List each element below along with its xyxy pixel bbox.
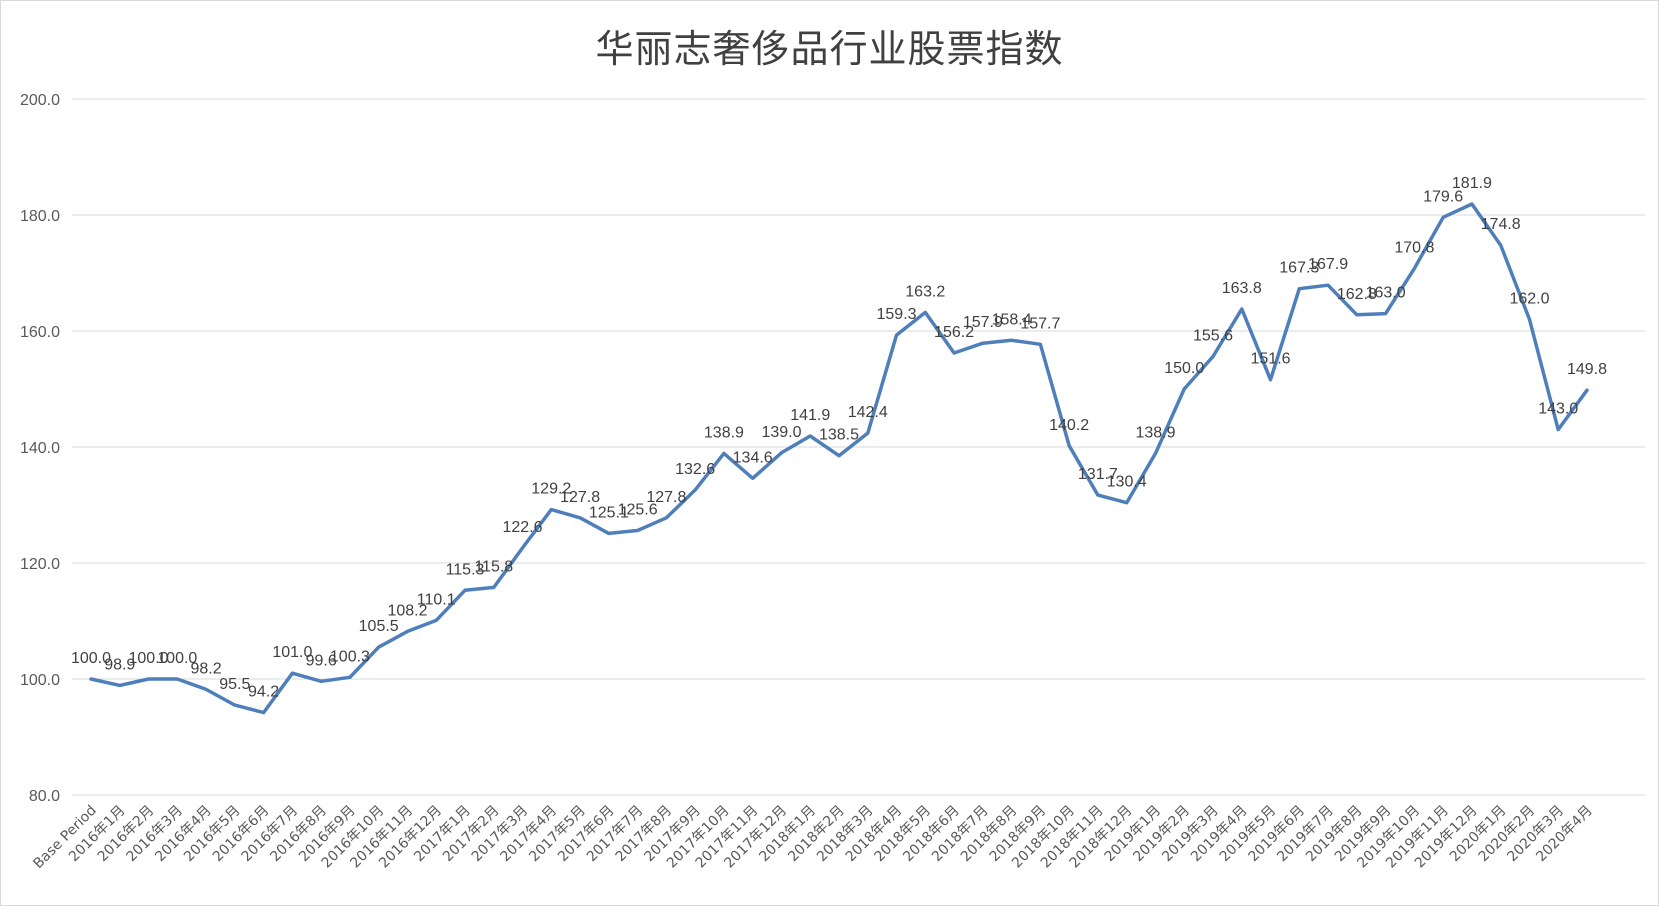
data-label: 105.5	[359, 618, 399, 635]
data-label: 98.2	[191, 660, 222, 677]
series-line	[89, 202, 1589, 715]
data-label: 100.0	[71, 650, 111, 667]
series-line-group	[89, 202, 1589, 715]
data-label: 141.9	[790, 407, 830, 424]
data-label: 142.4	[848, 404, 888, 421]
data-label: 127.8	[560, 489, 600, 506]
data-label: 167.3	[1279, 260, 1319, 277]
data-label: 149.8	[1567, 361, 1607, 378]
y-tick-label: 80.0	[29, 788, 60, 805]
y-tick-label: 180.0	[20, 208, 60, 225]
y-tick-label: 160.0	[20, 324, 60, 341]
data-label: 140.2	[1049, 417, 1089, 434]
y-tick-label: 140.0	[20, 440, 60, 457]
data-label: 101.0	[272, 644, 312, 661]
data-label: 151.6	[1251, 351, 1291, 368]
data-label: 157.7	[1020, 315, 1060, 332]
data-label: 108.2	[387, 602, 427, 619]
y-tick-label: 100.0	[20, 672, 60, 689]
data-label: 179.6	[1423, 188, 1463, 205]
data-label: 125.6	[618, 502, 658, 519]
x-axis: Base Period2016年1月2016年2月2016年3月2016年4月2…	[30, 803, 1595, 872]
data-label: 129.2	[531, 481, 571, 498]
data-label: 150.0	[1164, 360, 1204, 377]
data-label: 127.8	[646, 489, 686, 506]
data-label: 163.0	[1366, 285, 1406, 302]
data-label: 156.2	[934, 324, 974, 341]
data-label: 134.6	[733, 449, 773, 466]
y-tick-label: 120.0	[20, 556, 60, 573]
data-label: 115.8	[474, 558, 513, 575]
data-label: 138.9	[1135, 424, 1175, 441]
data-label: 138.9	[704, 424, 744, 441]
y-axis: 80.0 100.0 120.0 140.0 160.0 180.0 200.0	[20, 92, 60, 805]
data-label: 157.9	[963, 314, 1003, 331]
data-label: 163.8	[1222, 280, 1262, 297]
data-label: 122.6	[503, 519, 543, 536]
data-labels: 100.098.9100.0100.098.295.594.2101.099.6…	[71, 175, 1607, 701]
gridlines	[72, 98, 1645, 796]
data-label: 155.6	[1193, 328, 1233, 345]
data-label: 99.6	[306, 652, 337, 669]
data-label: 163.2	[905, 283, 945, 300]
data-label: 174.8	[1481, 216, 1521, 233]
data-label: 162.0	[1509, 290, 1549, 307]
data-label: 131.7	[1078, 466, 1118, 483]
data-label: 125.1	[589, 504, 629, 521]
chart-title: 华丽志奢侈品行业股票指数	[595, 27, 1064, 71]
data-label: 110.1	[417, 591, 456, 608]
data-label: 170.8	[1394, 239, 1434, 256]
data-label: 167.9	[1308, 256, 1348, 273]
data-label: 132.6	[675, 461, 715, 478]
data-label: 138.5	[819, 427, 859, 444]
data-label: 159.3	[877, 306, 917, 323]
data-label: 139.0	[761, 424, 801, 441]
data-label: 95.5	[219, 676, 250, 693]
y-tick-label: 200.0	[20, 92, 60, 109]
data-label: 100.0	[157, 650, 197, 667]
data-label: 158.4	[992, 311, 1032, 328]
data-label: 98.9	[104, 656, 135, 673]
data-label: 115.3	[446, 561, 485, 578]
data-label: 162.8	[1337, 286, 1377, 303]
data-label: 100.3	[330, 648, 370, 665]
data-label: 143.0	[1538, 401, 1578, 418]
data-label: 100.0	[129, 650, 169, 667]
data-label: 181.9	[1452, 175, 1492, 192]
data-label: 94.2	[248, 684, 279, 701]
data-label: 130.4	[1107, 474, 1147, 491]
